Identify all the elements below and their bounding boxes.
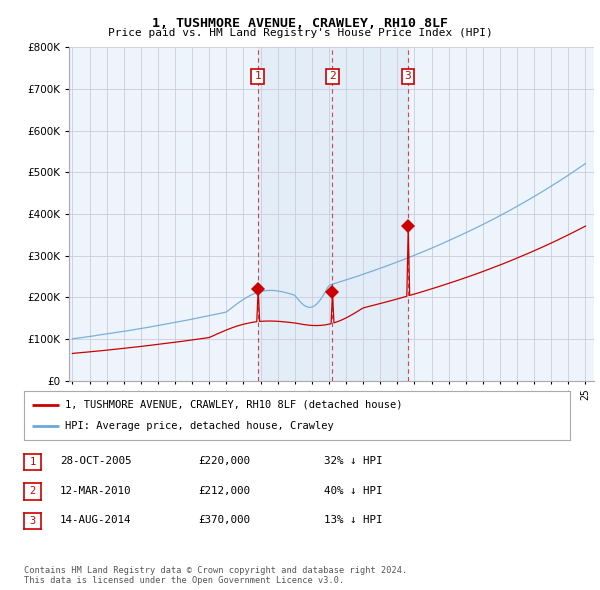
Text: 32% ↓ HPI: 32% ↓ HPI <box>324 457 383 466</box>
Text: 1: 1 <box>254 71 261 81</box>
Text: 2: 2 <box>29 487 35 496</box>
Text: HPI: Average price, detached house, Crawley: HPI: Average price, detached house, Craw… <box>65 421 334 431</box>
Text: 1: 1 <box>29 457 35 467</box>
Text: 3: 3 <box>29 516 35 526</box>
Text: 1, TUSHMORE AVENUE, CRAWLEY, RH10 8LF (detached house): 1, TUSHMORE AVENUE, CRAWLEY, RH10 8LF (d… <box>65 399 403 409</box>
Text: 13% ↓ HPI: 13% ↓ HPI <box>324 516 383 525</box>
Text: 2: 2 <box>329 71 336 81</box>
Text: 40% ↓ HPI: 40% ↓ HPI <box>324 486 383 496</box>
Text: 12-MAR-2010: 12-MAR-2010 <box>60 486 131 496</box>
Text: Contains HM Land Registry data © Crown copyright and database right 2024.
This d: Contains HM Land Registry data © Crown c… <box>24 566 407 585</box>
Text: 1, TUSHMORE AVENUE, CRAWLEY, RH10 8LF: 1, TUSHMORE AVENUE, CRAWLEY, RH10 8LF <box>152 17 448 30</box>
Text: Price paid vs. HM Land Registry's House Price Index (HPI): Price paid vs. HM Land Registry's House … <box>107 28 493 38</box>
Text: £220,000: £220,000 <box>198 457 250 466</box>
Text: 3: 3 <box>404 71 412 81</box>
Text: £212,000: £212,000 <box>198 486 250 496</box>
Text: 28-OCT-2005: 28-OCT-2005 <box>60 457 131 466</box>
Bar <box>257 47 408 381</box>
Text: £370,000: £370,000 <box>198 516 250 525</box>
Text: 14-AUG-2014: 14-AUG-2014 <box>60 516 131 525</box>
